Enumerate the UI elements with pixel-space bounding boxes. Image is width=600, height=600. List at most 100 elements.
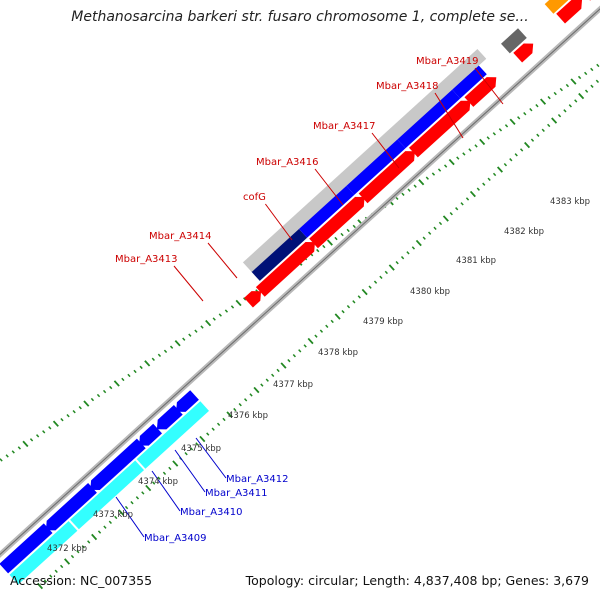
gc-tick <box>87 540 91 544</box>
gc-tick <box>127 373 131 378</box>
gc-tick <box>509 118 516 125</box>
callout-line <box>115 496 145 538</box>
gc-tick <box>195 442 199 446</box>
gc-tick <box>64 558 71 565</box>
gene-band-light <box>242 49 487 272</box>
gene-cds-fwd-4 <box>409 100 471 158</box>
gc-tick <box>517 116 521 120</box>
gc-tick <box>433 226 437 231</box>
gc-tick <box>90 397 95 402</box>
gene-mbar-a3413 <box>251 228 308 281</box>
gc-tick <box>133 369 137 374</box>
callout-line <box>195 437 227 479</box>
gc-tick <box>76 550 80 554</box>
gc-tick <box>135 496 140 500</box>
callout-line <box>371 132 400 169</box>
gc-tick <box>205 319 212 327</box>
gc-tick <box>388 264 395 271</box>
scale-label-4374: 4374 kbp <box>138 477 178 487</box>
gc-tick <box>287 358 291 363</box>
gc-tick <box>145 484 152 492</box>
callout-line <box>174 449 206 493</box>
scale-label-4376: 4376 kbp <box>228 411 268 421</box>
gc-tick <box>172 460 179 467</box>
gc-tick <box>319 329 324 333</box>
gene-mbar-a3416 <box>396 88 461 149</box>
label-mbar-a3419: Mbar_A3419 <box>416 56 479 67</box>
gc-tick <box>492 172 497 177</box>
gc-tick <box>438 221 443 226</box>
gene-mbar-a3414 <box>298 185 355 238</box>
gc-tick <box>226 411 233 418</box>
gc-tick <box>206 432 210 436</box>
gc-tick <box>487 177 491 182</box>
gc-tick <box>346 305 351 309</box>
gc-tick <box>243 297 247 301</box>
gc-tick <box>504 124 509 128</box>
scale-label-4372: 4372 kbp <box>47 544 87 554</box>
gene-cds-fwd-8 <box>589 0 591 1</box>
gc-tick <box>151 357 155 362</box>
gc-tick <box>216 422 221 427</box>
gc-tick <box>456 156 460 160</box>
gene-cds-fwd-3 <box>358 151 415 204</box>
gc-tick <box>54 569 58 573</box>
gc-tick <box>431 172 436 176</box>
gc-tick <box>83 400 90 407</box>
gc-tick <box>462 152 466 156</box>
map-title: Methanosarcina barkeri str. fusaro chrom… <box>71 9 529 25</box>
gc-tick <box>406 251 410 255</box>
gc-tick <box>418 178 425 186</box>
gc-tick <box>563 109 567 113</box>
gc-tick <box>341 309 345 314</box>
gc-tick <box>530 138 535 142</box>
gene-rev-5 <box>176 390 199 412</box>
gene-cofg <box>345 138 406 195</box>
gc-tick <box>218 313 222 317</box>
callout-line <box>474 67 504 105</box>
gc-tick <box>325 324 329 329</box>
gc-tick <box>384 270 388 275</box>
gc-tick <box>316 248 320 253</box>
gc-tick <box>460 202 464 206</box>
gc-tick <box>29 438 34 442</box>
gene-mbar-a3419 <box>544 0 569 14</box>
label-mbar-a3411: Mbar_A3411 <box>205 488 268 499</box>
gc-tick <box>211 427 215 431</box>
gc-tick <box>0 458 3 462</box>
gc-tick <box>233 407 237 412</box>
gc-tick <box>36 582 44 590</box>
gc-tick <box>486 136 490 140</box>
scale-label-4381: 4381 kbp <box>456 256 496 266</box>
gc-tick <box>230 305 235 309</box>
gc-tick <box>163 349 168 353</box>
gene-cyan-1 <box>70 460 144 530</box>
gc-tick <box>162 471 167 476</box>
gc-tick <box>352 224 356 229</box>
gc-tick <box>540 98 547 105</box>
gc-tick <box>271 373 275 378</box>
gc-tick <box>121 377 125 382</box>
gc-tick <box>449 211 453 216</box>
gc-tick <box>60 564 64 569</box>
label-mbar-a3417: Mbar_A3417 <box>313 121 376 132</box>
gene-rev-2 <box>90 438 146 490</box>
gc-tick <box>238 403 242 407</box>
gc-tick <box>96 393 101 398</box>
gc-tick <box>547 123 551 128</box>
gc-tick <box>407 188 411 192</box>
label-mbar-a3414: Mbar_A3414 <box>149 231 212 242</box>
gc-tick <box>5 454 9 458</box>
gc-tick <box>482 182 486 186</box>
gc-tick <box>551 117 558 124</box>
gene-cyan-0 <box>9 521 78 585</box>
gc-tick <box>70 554 75 559</box>
callout-line <box>264 203 293 241</box>
gene-cds-fwd-6 <box>513 43 534 63</box>
scale-label-4380: 4380 kbp <box>410 287 450 297</box>
gene-mbar-a3418 <box>501 28 527 54</box>
gc-tick <box>199 435 206 443</box>
gc-tick <box>139 365 143 370</box>
gc-tick <box>379 275 383 280</box>
